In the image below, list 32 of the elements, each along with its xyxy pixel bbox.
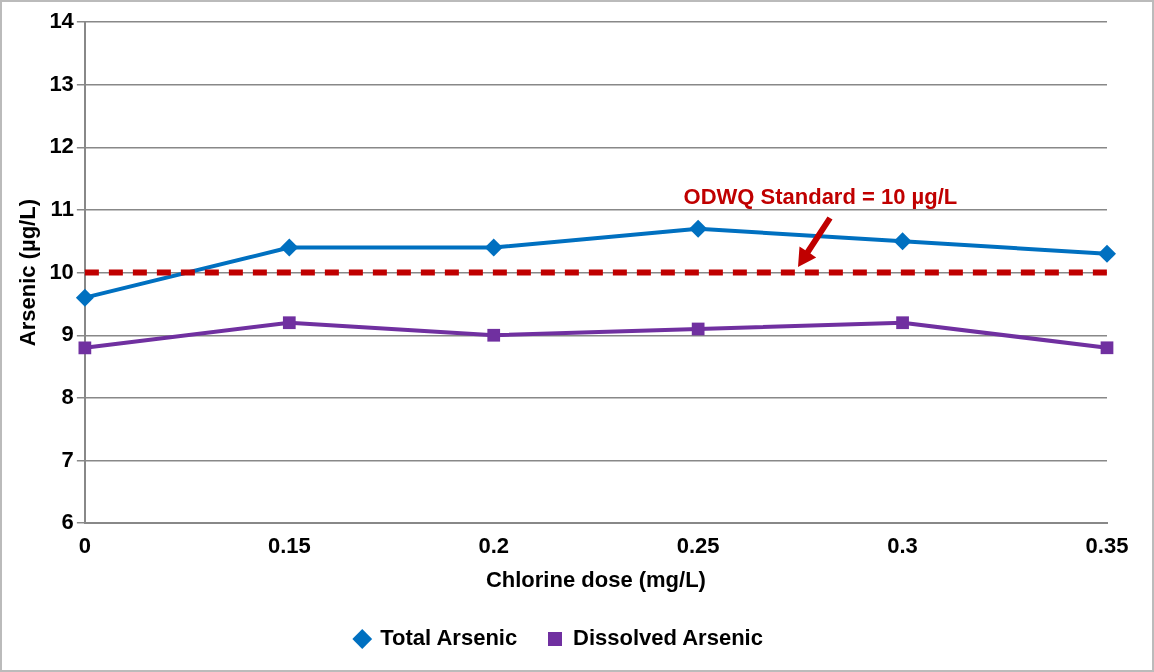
y-tick-label: 10 xyxy=(49,258,74,284)
y-tick-label: 7 xyxy=(61,446,74,472)
y-tick-label: 14 xyxy=(49,8,75,34)
y-axis-title: Arsenic (µg/L) xyxy=(15,199,41,347)
point xyxy=(280,238,299,257)
x-tick-label: 0.25 xyxy=(676,533,720,559)
point xyxy=(282,316,296,330)
x-tick-label: 0.35 xyxy=(1085,533,1129,559)
y-tick-label: 9 xyxy=(61,321,74,347)
point xyxy=(1100,341,1114,355)
legend-label: Total Arsenic xyxy=(380,625,518,651)
y-tick-label: 11 xyxy=(50,196,74,222)
point xyxy=(691,322,705,336)
legend-label: Dissolved Arsenic xyxy=(572,625,763,651)
x-tick-label: 0.2 xyxy=(478,533,510,559)
point xyxy=(487,328,501,342)
point xyxy=(893,232,912,251)
point xyxy=(75,288,94,307)
point xyxy=(78,341,92,355)
point xyxy=(689,219,708,238)
x-axis-title: Chlorine dose (mg/L) xyxy=(485,566,706,592)
x-tick-label: 0 xyxy=(78,533,91,559)
y-tick-label: 12 xyxy=(49,133,74,159)
point xyxy=(1098,244,1116,263)
y-tick-label: 6 xyxy=(61,509,74,535)
x-tick-label: 0.15 xyxy=(267,533,311,559)
y-tick-label: 8 xyxy=(61,383,74,409)
point xyxy=(484,238,503,257)
x-tick-label: 0.3 xyxy=(887,533,918,559)
y-tick-label: 13 xyxy=(49,70,74,96)
point xyxy=(896,316,909,330)
ref-line-label: ODWQ Standard = 10 µg/L xyxy=(683,183,958,209)
